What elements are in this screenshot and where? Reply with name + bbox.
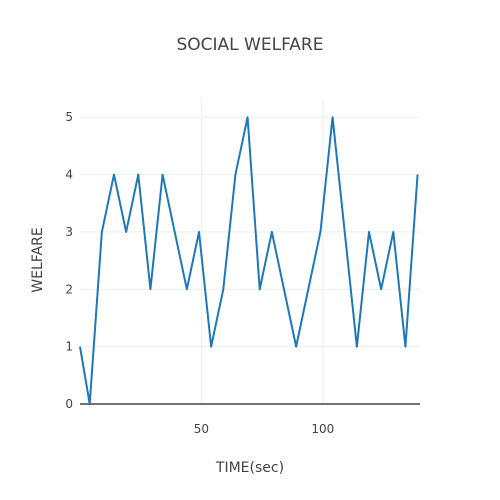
y-tick-label: 5	[65, 110, 73, 124]
x-axis-title: TIME(sec)	[215, 460, 284, 476]
y-tick-label: 2	[65, 282, 73, 296]
y-tick-label: 3	[65, 225, 73, 239]
y-tick-label: 0	[65, 397, 73, 411]
series-layer	[79, 116, 419, 405]
chart-title: SOCIAL WELFARE	[177, 35, 324, 55]
series-line	[79, 116, 419, 405]
y-tick-label: 1	[65, 340, 73, 354]
x-tick-label: 100	[311, 422, 334, 436]
y-axis-title: WELFARE	[30, 227, 46, 292]
x-tick-label: 50	[194, 422, 209, 436]
y-tick-label: 4	[65, 168, 73, 182]
tick-labels: 0 1 2 3 4 5 50 100	[65, 110, 334, 436]
